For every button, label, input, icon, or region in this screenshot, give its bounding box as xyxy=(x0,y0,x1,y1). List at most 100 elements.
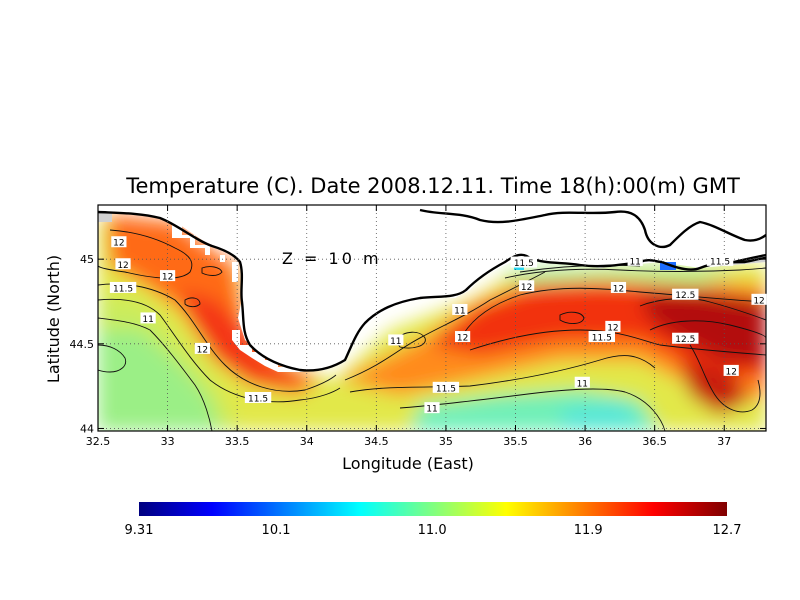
contour-label-bg-16 xyxy=(610,281,627,293)
contour-label-1: 12 xyxy=(115,258,131,271)
contour-label-21: 12.5 xyxy=(672,332,699,345)
contour-small-11-island xyxy=(394,331,426,349)
contour-label-2: 11.5 xyxy=(109,281,137,294)
contour-label-bg-20 xyxy=(588,331,615,343)
contour-west-12b xyxy=(98,283,337,392)
contour-lines xyxy=(98,229,766,431)
contour-label-12: 11.5 xyxy=(510,256,538,269)
x-tick-label-0: 32.5 xyxy=(86,435,111,448)
x-tick-label-7: 36 xyxy=(578,435,592,448)
contour-label-text-16: 12 xyxy=(613,284,624,294)
contour-label-16: 12 xyxy=(610,281,627,294)
contour-label-text-15: 11.5 xyxy=(710,257,730,267)
contour-southeast-12 xyxy=(689,344,761,413)
contour-label-9: 12 xyxy=(455,331,471,344)
contour-label-text-20: 11.5 xyxy=(592,334,612,344)
contour-label-bg-15 xyxy=(706,254,734,266)
y-axis: 44 44.5 45 xyxy=(70,253,766,435)
contour-central-11 xyxy=(344,271,546,381)
contour-label-bg-2 xyxy=(109,281,137,293)
contour-label-19: 12 xyxy=(605,320,621,333)
contour-label-23: 12 xyxy=(723,364,739,377)
contour-label-bg-5 xyxy=(194,342,210,354)
contour-label-bg-8 xyxy=(452,303,468,315)
colorbar-tick-label-3: 11.9 xyxy=(574,523,603,538)
x-tick-label-2: 33.5 xyxy=(225,435,250,448)
colorbar xyxy=(139,502,727,516)
field-south-cyan-core xyxy=(560,402,645,428)
contour-label-bg-18 xyxy=(751,293,767,305)
contour-label-10: 11.5 xyxy=(432,381,460,394)
contour-central-12-loop xyxy=(469,329,766,356)
contour-small-12-island xyxy=(559,311,585,324)
contour-label-14: 11 xyxy=(627,254,643,267)
contour-label-bg-17 xyxy=(672,288,699,300)
contour-small-12-island-b xyxy=(184,297,201,308)
x-axis: 32.5 33 33.5 34 34.5 35 35.5 36 36.5 37 xyxy=(86,205,731,448)
contour-label-bg-0 xyxy=(111,236,127,248)
contour-kerch-11-5 xyxy=(504,267,766,279)
contour-label-7: 11 xyxy=(388,334,404,347)
contour-west-11-5 xyxy=(98,298,341,403)
contour-label-text-3: 12 xyxy=(162,273,173,283)
coastline-crimea xyxy=(98,210,663,372)
contour-label-bg-3 xyxy=(159,270,176,282)
contour-label-bg-9 xyxy=(455,331,471,343)
contour-label-0: 12 xyxy=(111,236,127,249)
contour-label-text-10: 11.5 xyxy=(436,384,456,394)
contour-label-17: 12.5 xyxy=(672,288,699,301)
contour-central-12 xyxy=(459,287,766,341)
contour-south-11-5 xyxy=(349,355,656,393)
contour-label-bg-4 xyxy=(140,312,156,324)
x-tick-label-3: 34 xyxy=(300,435,314,448)
contour-label-text-4: 11 xyxy=(142,315,153,325)
y-axis-label: Latitude (North) xyxy=(44,255,63,383)
contour-label-11: 11 xyxy=(424,402,440,415)
x-tick-label-5: 35 xyxy=(439,435,453,448)
contour-label-text-12: 11.5 xyxy=(514,259,534,269)
contour-label-text-2: 11.5 xyxy=(113,284,133,294)
contour-label-6: 11.5 xyxy=(244,391,272,404)
depth-annotation: Z = 10 m xyxy=(282,249,382,268)
contour-label-15: 11.5 xyxy=(706,254,734,267)
x-axis-label: Longitude (East) xyxy=(342,454,474,473)
contour-small-12-island-c xyxy=(201,266,223,276)
contour-label-text-6: 11.5 xyxy=(248,394,268,404)
colorbar-tick-label-0: 9.31 xyxy=(125,523,154,538)
coastline-azov xyxy=(419,208,766,249)
x-tick-label-6: 35.5 xyxy=(503,435,528,448)
field-west-green xyxy=(98,295,240,431)
contour-label-text-9: 12 xyxy=(457,334,468,344)
y-tick-label-1: 44.5 xyxy=(70,338,95,351)
contour-west-11 xyxy=(98,317,213,431)
x-tick-label-4: 34.5 xyxy=(364,435,389,448)
land-crimea xyxy=(98,205,766,372)
contour-label-18: 12 xyxy=(751,293,767,306)
contour-label-bg-21 xyxy=(672,332,699,344)
contour-label-text-23: 12 xyxy=(725,367,736,377)
x-tick-label-9: 37 xyxy=(717,435,731,448)
contour-label-bg-12 xyxy=(510,256,538,268)
contour-label-text-18: 12 xyxy=(753,296,764,306)
contour-label-text-13: 12 xyxy=(521,283,532,293)
contour-label-bg-23 xyxy=(723,364,739,376)
contour-label-bg-7 xyxy=(388,334,404,346)
field-kerch-green xyxy=(500,268,740,285)
contour-label-text-11: 11 xyxy=(426,405,437,415)
field-east-darkred xyxy=(640,292,766,365)
contour-label-text-7: 11 xyxy=(390,337,401,347)
x-tick-label-1: 33 xyxy=(161,435,175,448)
contour-label-bg-19 xyxy=(605,320,621,332)
x-tick-label-8: 36.5 xyxy=(642,435,667,448)
contour-label-text-14: 11 xyxy=(629,257,640,267)
contour-label-bg-11 xyxy=(424,402,440,414)
contour-label-20: 11.5 xyxy=(588,331,615,344)
contour-label-text-8: 11 xyxy=(454,306,465,316)
land-edge-cells xyxy=(172,215,238,282)
contour-east-12-5 xyxy=(639,298,766,321)
contour-label-text-19: 12 xyxy=(607,323,618,333)
contour-east-12-5b xyxy=(649,320,766,339)
contour-label-3: 12 xyxy=(159,270,176,283)
